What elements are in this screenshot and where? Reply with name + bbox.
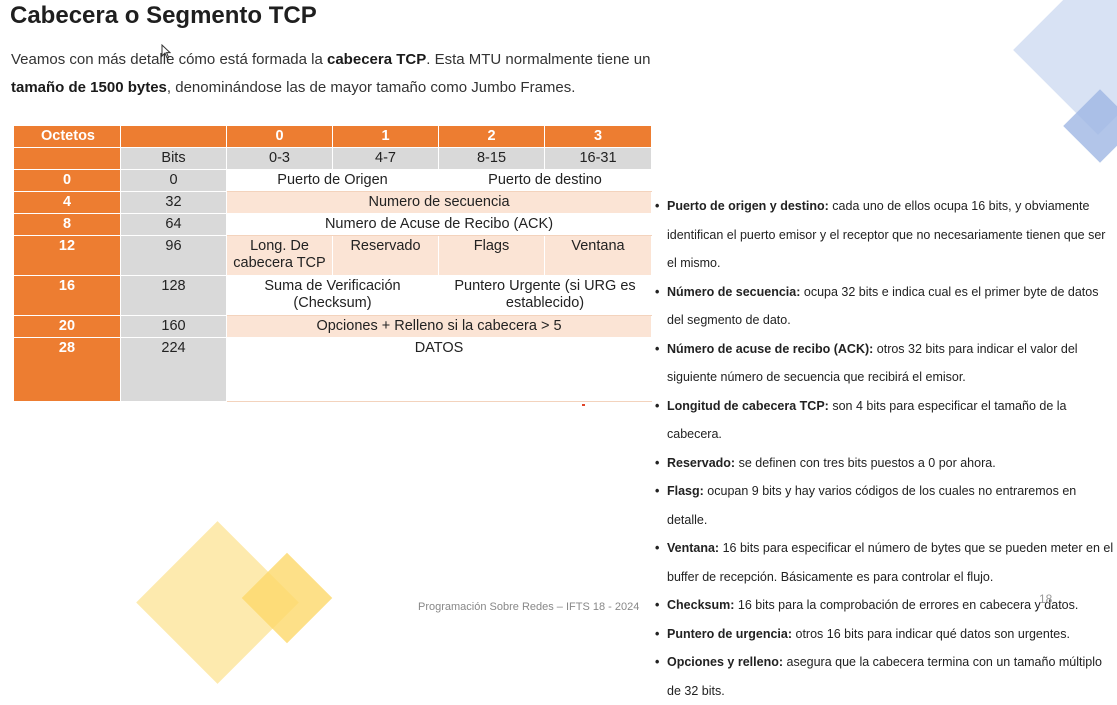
intro-paragraph: Veamos con más detalle cómo está formada… [11,46,711,102]
list-item: Puntero de urgencia: otros 16 bits para … [655,620,1117,649]
row-octet: 4 [13,191,121,214]
table-row: 16 128 Suma de Verificación (Checksum) P… [13,275,652,316]
field-description-list: Puerto de origen y destino: cada uno de … [655,192,1117,705]
header-blank [120,125,227,148]
table-row: 0 0 Puerto de Origen Puerto de destino [13,169,652,192]
row-bits: 64 [120,213,227,236]
page-number: 18 [1039,592,1053,606]
table-row: 4 32 Numero de secuencia [13,191,652,214]
subheader-range-1: 4-7 [332,147,439,170]
row-octet: 20 [13,315,121,338]
field-header-length: Long. De cabecera TCP [226,235,333,276]
table-row: 12 96 Long. De cabecera TCP Reservado Fl… [13,235,652,276]
list-item: Reservado: se definen con tres bits pues… [655,449,1117,478]
header-byte-3: 3 [544,125,652,148]
field-checksum: Suma de Verificación (Checksum) [226,275,439,316]
field-sequence-number: Numero de secuencia [226,191,652,214]
row-bits: 96 [120,235,227,276]
list-item: Longitud de cabecera TCP: son 4 bits par… [655,392,1117,449]
row-bits: 128 [120,275,227,316]
intro-text-2: . Esta MTU normalmente tiene un [426,51,651,68]
field-desc: otros 32 bits para indicar el valor del … [667,341,1078,385]
field-destination-port: Puerto de destino [438,169,652,192]
list-item: Checksum: 16 bits para la comprobación d… [655,591,1117,620]
list-item: Flasg: ocupan 9 bits y hay varios código… [655,477,1117,534]
field-flags: Flags [438,235,545,276]
list-item: Puerto de origen y destino: cada uno de … [655,192,1117,278]
field-term: Número de secuencia: [667,284,801,299]
field-desc: cada uno de ellos ocupa 16 bits, y obvia… [667,199,1106,270]
header-byte-0: 0 [226,125,333,148]
subheader-range-3: 16-31 [544,147,652,170]
intro-text-1: Veamos con más detalle cómo está formada… [11,51,327,68]
row-octet: 0 [13,169,121,192]
subheader-range-0: 0-3 [226,147,333,170]
tcp-header-table: Octetos 0 1 2 3 Bits 0-3 4-7 8-15 16-31 … [13,125,652,402]
field-term: Reservado: [667,455,736,470]
field-data: DATOS [226,337,652,402]
mouse-pointer-icon [161,44,171,59]
field-term: Checksum: [667,598,735,612]
table-row: 28 224 DATOS [13,337,652,402]
field-desc: 16 bits para especificar el número de by… [667,541,1114,584]
field-term: Puntero de urgencia: [667,626,793,641]
field-term: Número de acuse de recibo (ACK): [667,341,874,356]
header-byte-2: 2 [438,125,545,148]
subheader-bits: Bits [120,147,227,170]
field-desc: ocupa 32 bits e indica cual es el primer… [667,284,1099,328]
field-ack-number: Numero de Acuse de Recibo (ACK) [226,213,652,236]
field-term: Ventana: [667,541,720,555]
slide-footer: Programación Sobre Redes – IFTS 18 - 202… [418,601,640,613]
field-desc: son 4 bits para especificar el tamaño de… [667,398,1067,442]
intro-bold-size: tamaño de 1500 bytes [11,79,167,96]
header-byte-1: 1 [332,125,439,148]
row-bits: 224 [120,337,227,402]
row-octet: 28 [13,337,121,402]
field-reserved: Reservado [332,235,439,276]
field-options-padding: Opciones + Relleno si la cabecera > 5 [226,315,652,338]
field-desc: 16 bits para la comprobación de errores … [734,598,1079,612]
field-desc: se definen con tres bits puestos a 0 por… [735,455,996,470]
slide-title: Cabecera o Segmento TCP [10,2,317,29]
intro-bold-tcp-header: cabecera TCP [327,51,427,68]
row-octet: 12 [13,235,121,276]
list-item: Número de secuencia: ocupa 32 bits e ind… [655,278,1117,335]
subheader-range-2: 8-15 [438,147,545,170]
stray-red-mark [582,404,585,406]
header-octetos: Octetos [13,125,121,148]
row-octet: 16 [13,275,121,316]
row-bits: 32 [120,191,227,214]
row-bits: 160 [120,315,227,338]
list-item: Opciones y relleno: asegura que la cabec… [655,648,1117,705]
table-header-row: Octetos 0 1 2 3 [13,125,652,148]
table-subheader-row: Bits 0-3 4-7 8-15 16-31 [13,147,652,170]
row-bits: 0 [120,169,227,192]
subheader-octet-blank [13,147,121,170]
field-urgent-pointer: Puntero Urgente (si URG es establecido) [438,275,652,316]
field-desc: ocupan 9 bits y hay varios códigos de lo… [667,484,1077,527]
field-term: Opciones y relleno: [667,655,784,669]
table-row: 20 160 Opciones + Relleno si la cabecera… [13,315,652,338]
field-source-port: Puerto de Origen [226,169,439,192]
field-desc: otros 16 bits para indicar qué datos son… [792,626,1070,641]
field-term: Longitud de cabecera TCP: [667,398,829,413]
intro-text-3: , denominándose las de mayor tamaño como… [166,79,576,96]
table-row: 8 64 Numero de Acuse de Recibo (ACK) [13,213,652,236]
field-term: Flasg: [667,484,704,498]
field-window: Ventana [544,235,652,276]
list-item: Número de acuse de recibo (ACK): otros 3… [655,335,1117,392]
field-term: Puerto de origen y destino: [667,199,829,213]
list-item: Ventana: 16 bits para especificar el núm… [655,534,1117,591]
row-octet: 8 [13,213,121,236]
